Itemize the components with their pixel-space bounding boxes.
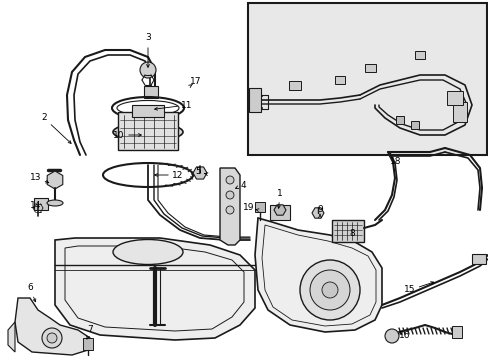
Text: 19: 19 [243,203,254,212]
Bar [254,202,264,212]
Bar [143,86,158,98]
Bar [288,81,301,90]
Bar [451,326,461,338]
Text: 10: 10 [113,130,124,139]
Circle shape [225,176,234,184]
Text: 8: 8 [348,229,354,238]
Circle shape [47,333,57,343]
Polygon shape [220,168,240,245]
Circle shape [225,191,234,199]
Bar [410,121,418,129]
Bar [414,51,424,59]
Circle shape [321,282,337,298]
Ellipse shape [113,123,183,141]
Bar [452,102,466,122]
Text: 6: 6 [27,284,33,292]
Text: 2: 2 [41,113,47,122]
Text: 13: 13 [30,174,41,183]
Circle shape [384,329,398,343]
Bar [132,105,163,117]
Bar [269,205,289,220]
Polygon shape [254,218,381,332]
Text: 7: 7 [87,325,93,334]
Text: 11: 11 [181,100,192,109]
Polygon shape [193,167,206,179]
Circle shape [225,206,234,214]
Bar [446,91,462,105]
Circle shape [140,62,156,78]
Bar [34,198,48,210]
Text: 12: 12 [172,171,183,180]
Text: 14: 14 [30,201,41,210]
Text: 16: 16 [398,332,410,341]
Bar [247,3,486,155]
Text: 18: 18 [389,158,401,166]
Bar [334,76,345,84]
Polygon shape [47,171,62,189]
Bar [471,254,485,264]
Bar [248,88,261,112]
Circle shape [42,328,62,348]
Text: 5: 5 [195,167,201,176]
Bar [118,112,178,150]
Polygon shape [55,238,254,340]
Circle shape [299,260,359,320]
Circle shape [309,270,349,310]
Bar [395,116,403,124]
Text: 15: 15 [404,285,415,294]
Ellipse shape [47,200,63,206]
Polygon shape [273,205,285,215]
Text: 4: 4 [240,180,245,189]
Text: 1: 1 [277,189,282,198]
Ellipse shape [113,239,183,265]
Bar [83,338,93,350]
Polygon shape [8,322,15,352]
Bar [364,64,375,72]
Bar [331,220,363,242]
Text: 9: 9 [317,206,322,215]
Polygon shape [311,208,324,218]
Text: 3: 3 [145,33,151,42]
Polygon shape [15,298,90,355]
Text: 17: 17 [190,77,202,86]
